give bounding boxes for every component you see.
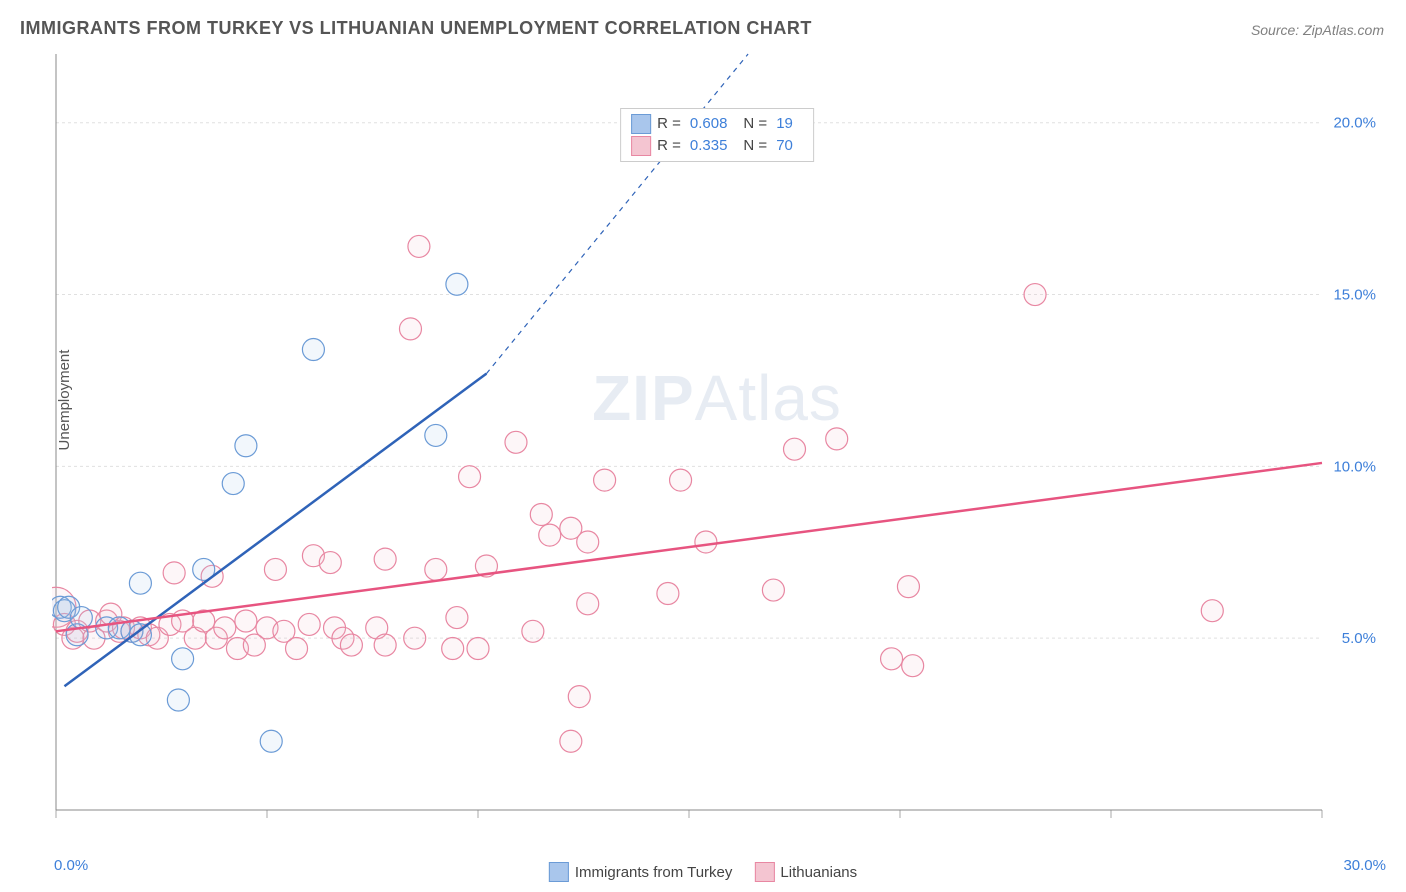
svg-text:15.0%: 15.0% [1333,287,1376,304]
legend-row-2: R = 0.335 N = 70 [631,135,803,157]
svg-text:20.0%: 20.0% [1333,115,1376,132]
chart-svg: 5.0% 10.0% 15.0% 20.0% [52,50,1382,840]
source-label: Source: ZipAtlas.com [1251,22,1384,38]
legend-row-1: R = 0.608 N = 19 [631,113,803,135]
swatch-lithuanian [631,136,651,156]
x-axis-max-label: 30.0% [1343,857,1386,874]
swatch-turkey-bottom [549,862,569,882]
legend-label-lithuanian: Lithuanians [780,864,857,881]
x-axis-min-label: 0.0% [54,857,88,874]
plot-area: ZIPAtlas 5.0%10.0%15.0%20.0% R = 0.608 N… [52,50,1382,840]
chart-container: IMMIGRANTS FROM TURKEY VS LITHUANIAN UNE… [0,0,1406,892]
n-value-1: 19 [776,113,793,135]
r-value-2: 0.335 [690,135,728,157]
n-label-1: N = [743,113,767,135]
svg-text:10.0%: 10.0% [1333,458,1376,475]
r-label-2: R = [657,135,681,157]
legend-item-lithuanian: Lithuanians [754,862,857,882]
legend-label-turkey: Immigrants from Turkey [575,864,733,881]
svg-text:5.0%: 5.0% [1342,630,1376,647]
r-label-1: R = [657,113,681,135]
r-value-1: 0.608 [690,113,728,135]
n-value-2: 70 [776,135,793,157]
series-legend: Immigrants from Turkey Lithuanians [549,862,857,882]
chart-title: IMMIGRANTS FROM TURKEY VS LITHUANIAN UNE… [20,18,812,39]
correlation-legend: R = 0.608 N = 19 R = 0.335 N = 70 [620,108,814,162]
swatch-lithuanian-bottom [754,862,774,882]
swatch-turkey [631,114,651,134]
legend-item-turkey: Immigrants from Turkey [549,862,733,882]
n-label-2: N = [743,135,767,157]
